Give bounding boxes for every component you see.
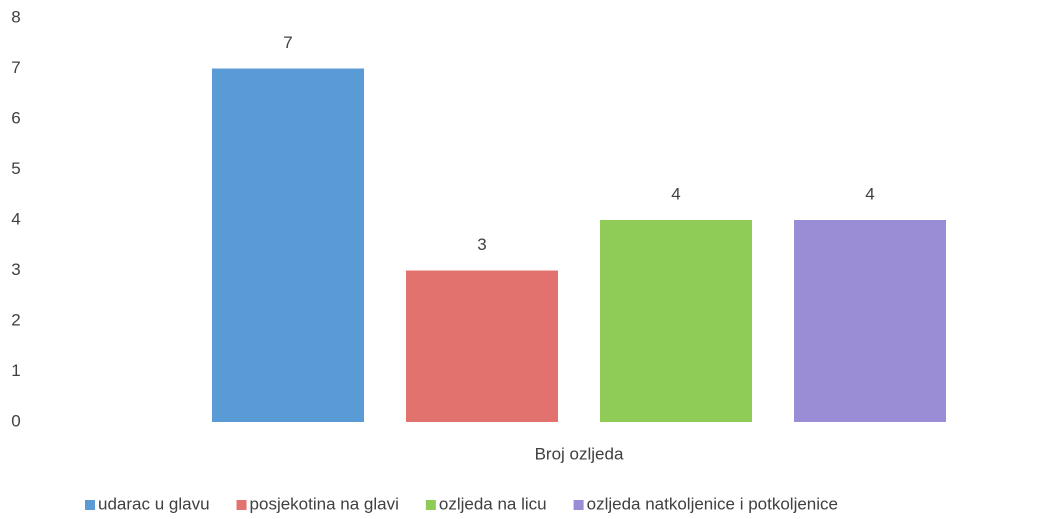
y-tick-label: 2	[11, 310, 20, 329]
legend-marker	[573, 500, 584, 510]
legend-label: udarac u glavu	[98, 494, 210, 513]
data-label: 3	[477, 235, 486, 254]
legend-label: ozljeda na licu	[439, 494, 547, 513]
y-tick-label: 4	[11, 209, 20, 228]
bar	[406, 270, 558, 422]
y-tick-label: 7	[11, 58, 20, 77]
y-tick-label: 6	[11, 108, 20, 127]
y-tick-label: 1	[11, 361, 20, 380]
legend-label: posjekotina na glavi	[250, 494, 399, 513]
bar	[794, 220, 946, 422]
legend-marker	[236, 500, 247, 510]
data-label: 4	[865, 184, 874, 203]
y-tick-label: 5	[11, 159, 20, 178]
bar	[212, 68, 364, 422]
data-label: 7	[283, 33, 292, 52]
legend-marker	[425, 500, 436, 510]
legend-marker	[85, 500, 95, 510]
bar	[600, 220, 752, 422]
y-tick-label: 8	[11, 7, 20, 26]
data-label: 4	[671, 184, 680, 203]
x-tick-label: Broj ozljeda	[535, 444, 624, 463]
y-tick-label: 0	[11, 411, 20, 430]
legend-label: ozljeda natkoljenice i potkoljenice	[587, 494, 838, 513]
y-tick-label: 3	[11, 260, 20, 279]
